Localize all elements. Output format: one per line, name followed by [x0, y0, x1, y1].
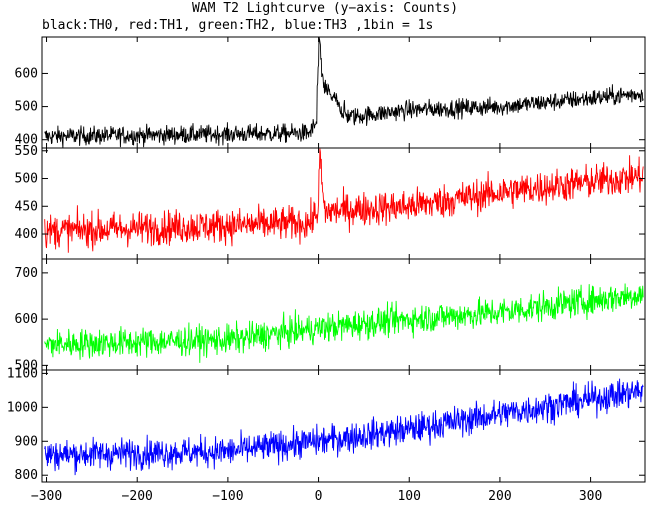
- y-tick-label: 500: [15, 172, 38, 187]
- x-tick-label: −100: [212, 489, 243, 504]
- panel-frame-4: [41, 369, 646, 483]
- y-tick-label: 500: [15, 358, 38, 373]
- y-tick-label: 900: [15, 434, 38, 449]
- x-tick-label: −200: [122, 489, 153, 504]
- series-line-th3: [44, 378, 644, 476]
- y-tick-label: 700: [15, 266, 38, 281]
- y-tick-label: 400: [15, 227, 38, 242]
- panel-frame-3: [41, 258, 646, 371]
- x-tick-label: 200: [488, 489, 511, 504]
- y-tick-label: 600: [15, 66, 38, 81]
- x-tick-label: 0: [315, 489, 323, 504]
- y-tick-label: 1000: [7, 400, 38, 415]
- y-tick-label: 1100: [7, 366, 38, 381]
- x-tick-label: 300: [579, 489, 602, 504]
- series-line-th1: [44, 148, 644, 253]
- y-tick-label: 600: [15, 312, 38, 327]
- chart-title: WAM T2 Lightcurve (y−axis: Counts): [191, 1, 459, 16]
- series-line-th0: [44, 36, 644, 149]
- y-tick-label: 400: [15, 133, 38, 148]
- y-tick-label: 500: [15, 100, 38, 115]
- series-line-th2: [44, 283, 644, 363]
- y-tick-label: 550: [15, 144, 38, 159]
- chart-subtitle: black:TH0, red:TH1, green:TH2, blue:TH3 …: [42, 18, 434, 33]
- x-tick-label: 100: [397, 489, 420, 504]
- panel-frame-1: [41, 36, 646, 149]
- x-tick-label: −300: [31, 489, 62, 504]
- y-tick-label: 800: [15, 468, 38, 483]
- y-tick-label: 450: [15, 199, 38, 214]
